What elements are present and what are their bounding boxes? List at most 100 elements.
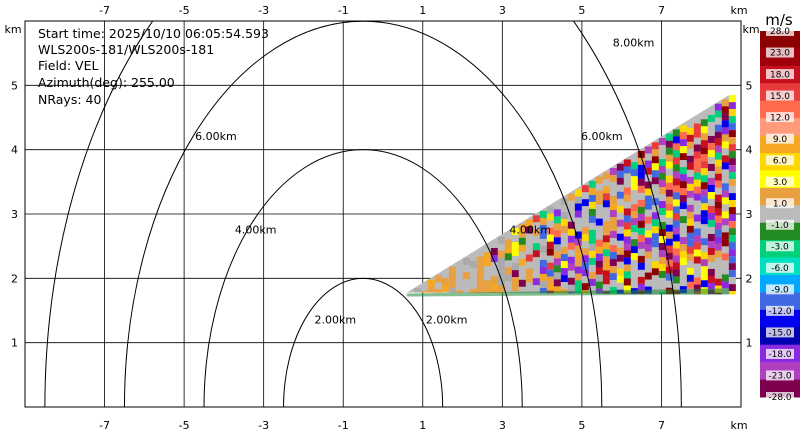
velocity-cell: [546, 234, 554, 242]
colorbar-segment: [760, 205, 800, 224]
velocity-cell: [588, 257, 596, 265]
velocity-cell: [686, 169, 694, 177]
velocity-cell: [616, 219, 624, 227]
velocity-cell: [511, 270, 519, 278]
velocity-cell: [700, 280, 708, 288]
velocity-cell: [714, 152, 722, 160]
colorbar-label: -15.0: [768, 329, 792, 339]
velocity-cell: [728, 277, 736, 285]
velocity-cell: [707, 254, 715, 262]
velocity-cell: [560, 240, 568, 248]
velocity-cell: [609, 203, 617, 211]
velocity-cell: [588, 271, 596, 279]
velocity-cell: [700, 182, 708, 190]
y-axis-unit-left: km: [4, 23, 21, 36]
velocity-cell: [651, 240, 659, 248]
colorbar-label: 9.0: [773, 135, 788, 145]
velocity-cell: [714, 131, 722, 139]
velocity-cell: [469, 281, 477, 289]
velocity-cell: [546, 227, 554, 235]
velocity-cell: [560, 219, 568, 227]
velocity-cell: [532, 243, 540, 251]
velocity-cell: [679, 139, 687, 147]
velocity-cell: [700, 252, 708, 260]
velocity-cell: [553, 237, 561, 245]
velocity-cell: [427, 279, 435, 287]
velocity-cell: [595, 197, 603, 205]
colorbar-label-bg: [766, 47, 794, 58]
velocity-cell: [623, 187, 631, 195]
velocity-cell: [609, 182, 617, 190]
velocity-cell: [679, 125, 687, 133]
velocity-cell: [679, 195, 687, 203]
velocity-cell: [728, 270, 736, 278]
colorbar-label-bg: [766, 133, 794, 144]
velocity-cell: [602, 186, 610, 194]
x-tick-label-top: 7: [658, 4, 665, 17]
colorbar-label-bg: [766, 327, 794, 338]
velocity-cell: [637, 220, 645, 228]
velocity-cell: [504, 253, 512, 261]
velocity-cell: [532, 271, 540, 279]
y-axis-unit-right: km: [742, 23, 759, 36]
velocity-cell: [539, 238, 547, 246]
velocity-cell: [651, 268, 659, 276]
velocity-cell: [728, 242, 736, 250]
velocity-cell: [693, 256, 701, 264]
velocity-cell: [476, 277, 484, 285]
velocity-cell: [553, 251, 561, 259]
velocity-cell: [511, 284, 519, 292]
velocity-cell: [707, 275, 715, 283]
velocity-cell: [539, 245, 547, 253]
velocity-cell: [560, 212, 568, 220]
velocity-cell: [616, 205, 624, 213]
velocity-cell: [630, 232, 638, 240]
velocity-cell: [672, 220, 680, 228]
velocity-cell: [462, 272, 470, 280]
velocity-cell: [644, 146, 652, 154]
velocity-cell: [644, 188, 652, 196]
velocity-cell: [637, 269, 645, 277]
velocity-cell: [721, 113, 729, 121]
velocity-cell: [616, 261, 624, 269]
velocity-cell: [504, 232, 512, 240]
velocity-cell: [665, 238, 673, 246]
velocity-cell: [448, 280, 456, 288]
velocity-cell: [644, 153, 652, 161]
velocity-cell: [728, 144, 736, 152]
velocity-cell: [658, 138, 666, 146]
velocity-cell: [665, 196, 673, 204]
velocity-cell: [560, 205, 568, 213]
velocity-cell: [553, 286, 561, 294]
velocity-cell: [546, 269, 554, 277]
velocity-cell: [546, 206, 554, 214]
velocity-cell: [567, 249, 575, 257]
velocity-cell: [497, 243, 505, 251]
velocity-cell: [707, 268, 715, 276]
velocity-cell: [595, 260, 603, 268]
colorbar-label-bg: [766, 348, 794, 359]
velocity-cell: [532, 222, 540, 230]
velocity-cell: [679, 272, 687, 280]
velocity-cell: [686, 155, 694, 163]
colorbar-label: 18.0: [770, 70, 790, 80]
velocity-cell: [707, 212, 715, 220]
velocity-cell: [644, 209, 652, 217]
velocity-cell: [714, 278, 722, 286]
velocity-cell: [728, 102, 736, 110]
velocity-cell: [728, 200, 736, 208]
velocity-cell: [532, 285, 540, 293]
velocity-cell: [728, 214, 736, 222]
velocity-cell: [700, 147, 708, 155]
axis-tick-labels: -7 -7 -5 -5 -3 -3 -1 -1 1 1 3 3 5 5 7 7 1 1 2 2 3 3 4 4 5 5 km km km…: [4, 4, 759, 432]
velocity-cell: [686, 218, 694, 226]
y-tick-label-left: 1: [11, 337, 18, 350]
velocity-cell: [609, 280, 617, 288]
velocity-cell: [651, 205, 659, 213]
velocity-cell: [553, 202, 561, 210]
velocity-cell: [567, 263, 575, 271]
velocity-cell: [721, 225, 729, 233]
velocity-cell: [616, 247, 624, 255]
velocity-cell: [693, 144, 701, 152]
velocity-cell: [721, 127, 729, 135]
